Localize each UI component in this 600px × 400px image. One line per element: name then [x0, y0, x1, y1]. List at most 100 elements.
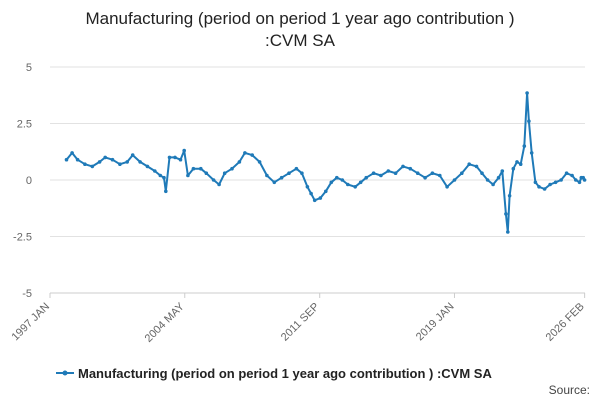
data-point[interactable] [335, 175, 339, 180]
data-point[interactable] [222, 171, 227, 175]
data-point[interactable] [70, 151, 74, 155]
data-point[interactable] [250, 153, 254, 157]
data-point[interactable] [162, 175, 166, 180]
data-point[interactable] [153, 169, 157, 173]
data-point[interactable] [182, 148, 186, 153]
data-point[interactable] [217, 182, 221, 187]
data-point[interactable] [191, 166, 196, 171]
data-point[interactable] [507, 194, 512, 198]
data-point[interactable] [178, 157, 183, 162]
data-point[interactable] [423, 175, 427, 180]
data-point[interactable] [527, 119, 531, 123]
data-point[interactable] [529, 151, 534, 155]
data-point[interactable] [500, 169, 505, 173]
data-point[interactable] [324, 189, 328, 194]
data-point[interactable] [511, 166, 516, 171]
data-point[interactable] [329, 180, 334, 185]
data-point[interactable] [287, 171, 291, 175]
data-point[interactable] [186, 173, 190, 178]
data-point[interactable] [257, 160, 262, 164]
data-point[interactable] [522, 144, 527, 148]
y-axis-tick-labels: 5 2.5 0 -2.5 -5 [13, 62, 32, 300]
data-point[interactable] [353, 185, 358, 189]
data-point[interactable] [537, 185, 541, 189]
data-point[interactable] [294, 166, 299, 171]
data-point[interactable] [525, 91, 529, 95]
data-point[interactable] [564, 171, 569, 175]
data-point[interactable] [460, 171, 464, 175]
data-point[interactable] [504, 212, 508, 216]
data-point[interactable] [570, 173, 574, 178]
data-point[interactable] [312, 198, 317, 203]
data-point[interactable] [401, 164, 405, 169]
data-point[interactable] [496, 175, 501, 180]
legend[interactable]: Manufacturing (period on period 1 year a… [56, 366, 492, 381]
source-label: Source: [549, 383, 590, 397]
data-point[interactable] [110, 157, 115, 162]
data-point[interactable] [164, 189, 168, 194]
data-point[interactable] [480, 171, 484, 175]
data-point[interactable] [204, 171, 209, 175]
series-layer [64, 91, 587, 234]
data-point[interactable] [582, 178, 587, 182]
data-point[interactable] [158, 173, 163, 178]
data-point[interactable] [452, 178, 457, 182]
data-point[interactable] [415, 171, 420, 175]
data-point[interactable] [243, 151, 247, 155]
data-point[interactable] [97, 160, 102, 164]
data-point[interactable] [230, 166, 234, 171]
data-point[interactable] [393, 171, 398, 175]
data-point[interactable] [438, 173, 442, 178]
data-point[interactable] [118, 162, 122, 166]
data-point[interactable] [309, 191, 313, 196]
data-point[interactable] [279, 175, 284, 180]
x-tick-label-0: 1997 JAN [9, 301, 52, 344]
data-point[interactable] [75, 157, 80, 162]
data-point[interactable] [90, 164, 95, 169]
data-point[interactable] [199, 166, 203, 171]
data-point[interactable] [340, 178, 345, 182]
data-point[interactable] [485, 178, 490, 182]
data-point[interactable] [237, 160, 242, 164]
data-point[interactable] [506, 230, 510, 234]
data-point[interactable] [83, 162, 87, 166]
data-point[interactable] [64, 157, 69, 162]
data-point[interactable] [518, 162, 523, 166]
data-point[interactable] [553, 180, 558, 185]
data-point[interactable] [408, 166, 413, 171]
data-point[interactable] [467, 162, 472, 166]
data-point[interactable] [445, 185, 449, 189]
data-point[interactable] [548, 182, 552, 187]
data-point[interactable] [145, 164, 150, 169]
data-point[interactable] [474, 164, 479, 169]
data-point[interactable] [103, 155, 107, 160]
data-point[interactable] [371, 171, 376, 175]
chart-title-line-2: :CVM SA [265, 31, 336, 50]
data-point[interactable] [173, 155, 177, 160]
data-point[interactable] [364, 175, 369, 180]
data-point[interactable] [272, 180, 277, 185]
data-point[interactable] [542, 187, 547, 191]
data-point[interactable] [559, 178, 563, 182]
data-point[interactable] [211, 178, 216, 182]
data-point[interactable] [515, 160, 519, 164]
data-point[interactable] [430, 171, 435, 175]
data-point[interactable] [577, 180, 582, 185]
data-point[interactable] [358, 180, 363, 185]
series-line-0 [65, 92, 586, 233]
data-point[interactable] [491, 182, 495, 187]
data-point[interactable] [167, 155, 172, 160]
data-point[interactable] [130, 153, 135, 157]
data-point[interactable] [386, 169, 391, 173]
gridlines [50, 66, 585, 294]
data-point[interactable] [305, 185, 310, 189]
data-point[interactable] [265, 173, 269, 178]
data-point[interactable] [318, 196, 323, 200]
data-point[interactable] [533, 180, 538, 185]
data-point[interactable] [138, 160, 142, 164]
data-point[interactable] [379, 173, 383, 178]
data-point[interactable] [125, 160, 129, 164]
data-point[interactable] [346, 182, 350, 187]
data-point[interactable] [300, 171, 304, 175]
data-point[interactable] [574, 178, 578, 182]
